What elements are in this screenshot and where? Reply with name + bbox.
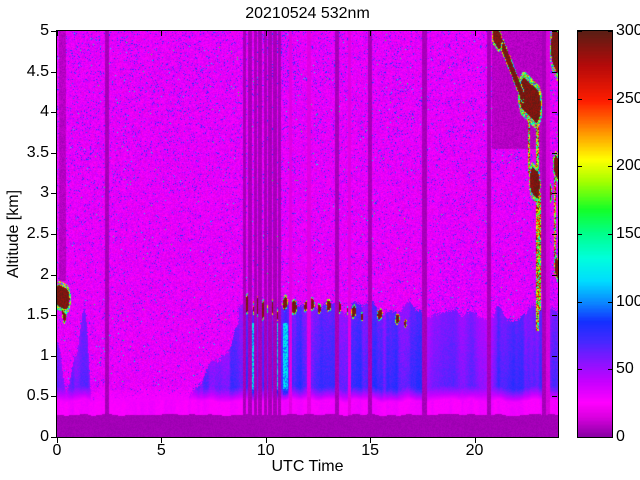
- colorbar-tick-mark: [578, 369, 582, 371]
- y-tick-mark: [51, 315, 56, 317]
- colorbar-tick-label: 250: [616, 89, 640, 107]
- colorbar-tick-mark: [578, 31, 582, 32]
- x-axis-label: UTC Time: [271, 458, 344, 475]
- y-tick-label: 2.5: [26, 225, 49, 242]
- x-tick-mark: [370, 438, 372, 443]
- colorbar-tick-mark: [578, 234, 582, 235]
- x-tick-label: 20: [465, 442, 484, 459]
- chart-title: 20210524 532nm: [245, 5, 370, 22]
- colorbar-tick-mark: [578, 437, 582, 438]
- x-tick-mark: [474, 438, 476, 443]
- y-tick-mark-right: [552, 437, 557, 438]
- colorbar-tick-mark: [608, 437, 612, 438]
- y-tick-mark-right: [552, 31, 557, 32]
- colorbar-tick-label: 0: [616, 428, 625, 445]
- colorbar-tick-label: 100: [616, 292, 640, 310]
- x-tick-mark-top: [265, 31, 267, 36]
- y-tick-label: 3: [40, 184, 49, 202]
- y-tick-mark: [51, 437, 56, 438]
- y-tick-mark-right: [552, 234, 557, 235]
- x-tick-label: 10: [256, 442, 275, 459]
- x-tick-mark-top: [57, 31, 58, 36]
- y-tick-label: 4: [40, 103, 49, 121]
- y-tick-mark: [51, 152, 56, 154]
- colorbar-tick-label: 50: [616, 360, 634, 378]
- y-tick-label: 5: [40, 22, 49, 39]
- colorbar-tick-mark: [608, 31, 612, 32]
- colorbar-tick-mark: [578, 301, 582, 303]
- y-tick-mark-right: [552, 112, 557, 114]
- colorbar-tick-mark: [578, 166, 582, 168]
- y-tick-mark-right: [552, 71, 557, 73]
- colorbar-tick-label: 200: [616, 157, 640, 175]
- y-tick-mark: [51, 234, 56, 235]
- y-tick-label: 2: [40, 265, 49, 283]
- plot-area: [56, 30, 559, 438]
- y-tick-mark-right: [552, 355, 557, 357]
- y-tick-mark: [51, 193, 56, 195]
- y-tick-mark-right: [552, 193, 557, 195]
- colorbar-tick-mark: [608, 301, 612, 303]
- y-tick-mark: [51, 396, 56, 398]
- colorbar-tick-mark: [578, 98, 582, 100]
- x-tick-mark: [57, 438, 58, 443]
- x-tick-mark: [265, 438, 267, 443]
- x-tick-mark-top: [161, 31, 163, 36]
- x-tick-mark: [161, 438, 163, 443]
- colorbar-tick-mark: [608, 98, 612, 100]
- x-tick-mark-top: [370, 31, 372, 36]
- y-tick-mark-right: [552, 315, 557, 317]
- colorbar-tick-mark: [608, 234, 612, 235]
- colorbar-tick-mark: [608, 166, 612, 168]
- y-tick-label: 0: [40, 428, 49, 445]
- y-tick-mark-right: [552, 396, 557, 398]
- x-tick-label: 5: [156, 442, 166, 459]
- y-tick-label: 0.5: [26, 387, 49, 405]
- colorbar-tick-mark: [608, 369, 612, 371]
- y-tick-mark: [51, 31, 56, 32]
- y-tick-mark: [51, 71, 56, 73]
- y-tick-mark: [51, 112, 56, 114]
- x-tick-label: 15: [361, 442, 380, 459]
- heatmap-canvas: [57, 31, 558, 437]
- y-tick-label: 4.5: [26, 62, 49, 80]
- y-tick-mark: [51, 355, 56, 357]
- y-tick-mark-right: [552, 274, 557, 276]
- y-tick-label: 1.5: [26, 306, 49, 324]
- x-tick-mark-top: [474, 31, 476, 36]
- y-tick-label: 1: [40, 346, 49, 364]
- x-tick-label: 0: [52, 442, 62, 459]
- y-tick-label: 3.5: [26, 143, 49, 161]
- y-tick-mark-right: [552, 152, 557, 154]
- colorbar-gradient-canvas: [578, 31, 612, 437]
- colorbar-tick-label: 300: [616, 22, 640, 39]
- colorbar: [577, 30, 613, 438]
- colorbar-tick-label: 150: [616, 225, 640, 242]
- y-tick-mark: [51, 274, 56, 276]
